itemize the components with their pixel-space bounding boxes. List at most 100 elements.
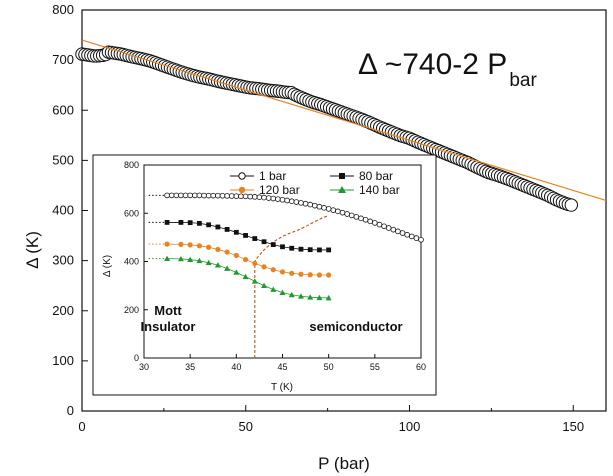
inset-point-1bar bbox=[247, 193, 253, 200]
inset-point-1bar bbox=[233, 193, 240, 199]
inset-point-120bar bbox=[252, 260, 258, 267]
y-tick-label: 600 bbox=[52, 102, 74, 117]
x-tick-label: 0 bbox=[78, 419, 85, 434]
main-series bbox=[75, 45, 578, 212]
inset-point-140bar bbox=[297, 293, 304, 299]
inset-point-140bar bbox=[214, 262, 221, 268]
inset-point-1bar bbox=[279, 196, 286, 203]
inset-point-1bar bbox=[339, 209, 346, 216]
y-tick-label: 200 bbox=[52, 303, 74, 318]
legend-label-120bar: 120 bar bbox=[259, 183, 300, 197]
inset-point-1bar bbox=[316, 203, 323, 210]
data-point bbox=[564, 198, 578, 212]
inset-point-1bar bbox=[418, 236, 424, 243]
inset-point-120bar bbox=[307, 272, 313, 278]
inset-point-140bar bbox=[270, 286, 277, 292]
inset-point-120bar bbox=[215, 246, 221, 253]
inset-point-1bar bbox=[284, 197, 290, 204]
inset-point-140bar bbox=[187, 256, 194, 262]
y-tick-label: 300 bbox=[52, 253, 74, 268]
inset-point-120bar bbox=[178, 241, 184, 247]
legend-marker-1bar bbox=[238, 172, 246, 180]
inset-point-140bar bbox=[325, 294, 332, 301]
inset-point-1bar bbox=[385, 225, 392, 231]
x-axis-label: P (bar) bbox=[318, 454, 370, 473]
inset-point-120bar bbox=[279, 269, 286, 275]
inset-point-80bar bbox=[252, 236, 258, 241]
inset-point-80bar bbox=[289, 245, 295, 251]
inset-point-1bar bbox=[201, 192, 207, 199]
inset-point-80bar bbox=[243, 233, 248, 238]
inset-point-1bar bbox=[293, 199, 300, 205]
inset-point-120bar bbox=[196, 243, 202, 249]
inset-point-140bar bbox=[316, 294, 323, 301]
inset-point-80bar bbox=[307, 247, 313, 253]
inset-x-tick-label: 60 bbox=[416, 362, 426, 372]
inset-point-140bar bbox=[233, 269, 240, 275]
inset-point-120bar bbox=[206, 244, 212, 250]
legend-marker-120bar bbox=[238, 186, 246, 194]
inset-point-1bar bbox=[275, 196, 281, 202]
inset-x-axis-label: T (K) bbox=[271, 382, 293, 393]
inset-series bbox=[164, 192, 424, 301]
legend-label-1bar: 1 bar bbox=[259, 169, 286, 183]
inset-point-120bar bbox=[233, 252, 239, 259]
legend-marker-140bar bbox=[338, 186, 346, 193]
inset-point-1bar bbox=[399, 230, 406, 236]
x-tick-label: 100 bbox=[399, 419, 421, 434]
inset-point-140bar bbox=[205, 259, 212, 266]
inset-y-tick-label: 800 bbox=[124, 160, 139, 170]
inset-point-1bar bbox=[219, 192, 226, 199]
fit-line bbox=[81, 39, 607, 202]
inset-point-80bar bbox=[206, 222, 212, 228]
inset-point-1bar bbox=[408, 233, 415, 240]
inset-point-140bar bbox=[251, 278, 258, 284]
y-tick-label: 800 bbox=[52, 2, 74, 17]
x-tick-label: 50 bbox=[239, 419, 253, 434]
inset-point-1bar bbox=[191, 192, 198, 199]
inset-x-tick-label: 35 bbox=[185, 362, 195, 372]
inset-point-1bar bbox=[307, 201, 314, 208]
inset-point-1bar bbox=[348, 212, 355, 219]
inset-point-1bar bbox=[215, 192, 221, 199]
inset-point-1bar bbox=[168, 192, 175, 199]
inset-point-120bar bbox=[261, 264, 267, 270]
inset-y-tick-label: 400 bbox=[124, 257, 139, 267]
inset-point-80bar bbox=[280, 244, 285, 250]
inset-x-tick-label: 40 bbox=[231, 362, 241, 372]
inset-point-120bar bbox=[187, 242, 193, 248]
inset-y-tick-label: 0 bbox=[134, 353, 139, 363]
inset-point-140bar bbox=[279, 289, 286, 296]
inset-point-120bar bbox=[326, 272, 332, 278]
inset-point-1bar bbox=[353, 214, 360, 220]
inset-point-1bar bbox=[182, 192, 189, 199]
inset-point-1bar bbox=[238, 193, 244, 200]
inset-point-1bar bbox=[344, 211, 350, 217]
inset-point-140bar bbox=[177, 255, 184, 262]
inset-point-80bar bbox=[233, 229, 239, 235]
inset-point-1bar bbox=[325, 206, 332, 212]
inset-point-1bar bbox=[330, 207, 337, 213]
inset-point-140bar bbox=[196, 257, 203, 264]
inset-point-140bar bbox=[164, 255, 171, 262]
x-tick-label: 150 bbox=[562, 419, 584, 434]
inset-legend: 1 bar 80 bar 120 bar 140 bar bbox=[230, 169, 400, 197]
inset-point-1bar bbox=[252, 194, 258, 200]
inset-point-1bar bbox=[242, 193, 249, 200]
inset-point-1bar bbox=[205, 192, 212, 199]
legend-marker-80bar bbox=[339, 173, 345, 179]
inset-point-1bar bbox=[381, 223, 387, 230]
inset-point-140bar bbox=[288, 291, 295, 298]
inset-point-1bar bbox=[321, 205, 327, 211]
inset-point-120bar bbox=[164, 241, 170, 247]
inset-point-120bar bbox=[224, 249, 230, 255]
inset-point-1bar bbox=[372, 220, 378, 226]
inset-point-1bar bbox=[224, 193, 230, 199]
inset-point-80bar bbox=[261, 239, 267, 245]
inset-point-1bar bbox=[288, 198, 295, 204]
inset-point-140bar bbox=[307, 294, 314, 300]
inset-point-120bar bbox=[298, 271, 304, 277]
inset-x-tick-label: 50 bbox=[324, 362, 334, 372]
inset-x-tick-label: 30 bbox=[139, 362, 149, 372]
